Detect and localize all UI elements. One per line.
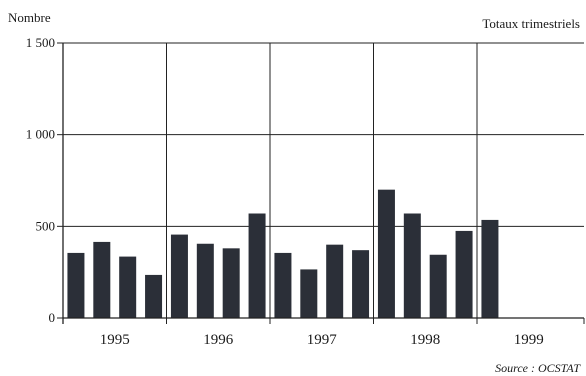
chart-subtitle: Totaux trimestriels xyxy=(482,16,580,31)
y-tick-label: 500 xyxy=(36,218,56,233)
bar xyxy=(119,256,137,318)
y-tick-label: 0 xyxy=(49,310,56,325)
bar xyxy=(67,252,85,318)
bar xyxy=(300,269,318,318)
y-tick-label: 1 000 xyxy=(26,127,55,142)
tick-labels: 0 500 1 000 1 500 1995 1996 1997 1998 1999 xyxy=(26,35,544,348)
source-note: Source : OCSTAT xyxy=(495,361,581,375)
bar xyxy=(429,254,447,318)
bar xyxy=(222,248,240,318)
bar xyxy=(170,234,188,318)
bar xyxy=(274,252,292,318)
bar xyxy=(481,219,499,318)
bar xyxy=(403,213,421,318)
axes xyxy=(57,42,585,324)
bar xyxy=(93,241,111,318)
x-tick-label: 1995 xyxy=(100,332,130,348)
x-tick-label: 1999 xyxy=(514,332,544,348)
bar xyxy=(455,230,473,318)
bar xyxy=(145,274,163,318)
bar xyxy=(248,213,266,318)
y-axis-label: Nombre xyxy=(8,10,51,25)
bars xyxy=(67,189,499,318)
bar xyxy=(196,243,214,318)
bar xyxy=(377,189,395,318)
x-tick-label: 1997 xyxy=(307,332,338,348)
bar xyxy=(326,244,344,318)
x-tick-label: 1996 xyxy=(203,332,234,348)
bar xyxy=(352,250,370,318)
x-tick-label: 1998 xyxy=(410,332,440,348)
grid xyxy=(63,42,584,318)
y-tick-label: 1 500 xyxy=(26,35,55,50)
